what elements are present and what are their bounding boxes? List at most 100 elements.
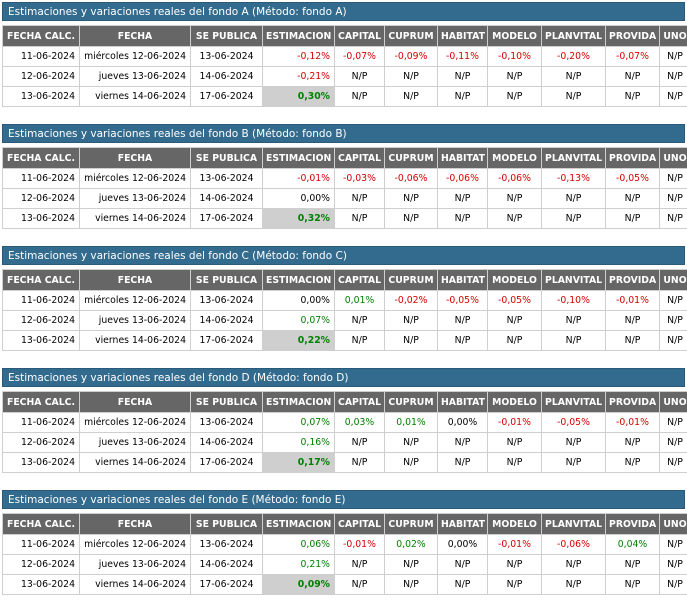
column-header: PLANVITAL xyxy=(541,147,606,169)
afp-value-cell: -0,05% xyxy=(541,412,606,433)
fecha-cell: miércoles 12-06-2024 xyxy=(79,168,191,189)
afp-value-cell: N/P xyxy=(659,208,687,229)
estimacion-cell: 0,09% xyxy=(262,574,335,595)
table-row: 11-06-2024 miércoles 12-06-2024 13-06-2024… xyxy=(2,46,687,67)
column-header: UNO xyxy=(659,25,687,47)
fecha-cell: miércoles 12-06-2024 xyxy=(79,290,191,311)
column-header: MODELO xyxy=(487,391,542,413)
fecha-cell: miércoles 12-06-2024 xyxy=(79,46,191,67)
se-publica-cell: 17-06-2024 xyxy=(190,208,263,229)
afp-value-cell: N/P xyxy=(605,330,660,351)
fecha-calc-cell: 12-06-2024 xyxy=(2,554,80,575)
column-header: PROVIDA xyxy=(605,513,660,535)
afp-value-cell: -0,01% xyxy=(605,412,660,433)
afp-value-cell: N/P xyxy=(437,208,488,229)
column-header: HABITAT xyxy=(437,269,488,291)
se-publica-cell: 14-06-2024 xyxy=(190,188,263,209)
column-header: CUPRUM xyxy=(384,269,438,291)
fund-block: Estimaciones y variaciones reales del fo… xyxy=(2,124,687,229)
fund-block: Estimaciones y variaciones reales del fo… xyxy=(2,246,687,351)
fund-table: FECHA CALC. FECHA SE PUBLICA ESTIMACION CAPI… xyxy=(2,269,687,351)
column-header: HABITAT xyxy=(437,25,488,47)
fecha-calc-cell: 11-06-2024 xyxy=(2,412,80,433)
estimacion-cell: -0,01% xyxy=(262,168,335,189)
se-publica-cell: 17-06-2024 xyxy=(190,452,263,473)
fecha-calc-cell: 13-06-2024 xyxy=(2,208,80,229)
se-publica-cell: 14-06-2024 xyxy=(190,554,263,575)
column-header: ESTIMACION xyxy=(262,25,335,47)
se-publica-cell: 13-06-2024 xyxy=(190,168,263,189)
column-header: CUPRUM xyxy=(384,391,438,413)
column-header: PROVIDA xyxy=(605,269,660,291)
afp-value-cell: -0,11% xyxy=(437,46,488,67)
column-header: FECHA CALC. xyxy=(2,147,80,169)
fecha-calc-cell: 12-06-2024 xyxy=(2,188,80,209)
estimacion-cell: 0,00% xyxy=(262,188,335,209)
afp-value-cell: N/P xyxy=(437,452,488,473)
fecha-cell: viernes 14-06-2024 xyxy=(79,208,191,229)
fecha-calc-cell: 11-06-2024 xyxy=(2,534,80,555)
afp-value-cell: -0,06% xyxy=(437,168,488,189)
table-row: 11-06-2024 miércoles 12-06-2024 13-06-2024… xyxy=(2,534,687,555)
afp-value-cell: N/P xyxy=(437,574,488,595)
afp-value-cell: N/P xyxy=(659,168,687,189)
fund-title: Estimaciones y variaciones reales del fo… xyxy=(2,124,685,143)
fund-block: Estimaciones y variaciones reales del fo… xyxy=(2,2,687,107)
column-header: MODELO xyxy=(487,25,542,47)
fecha-calc-cell: 13-06-2024 xyxy=(2,86,80,107)
afp-value-cell: N/P xyxy=(541,574,606,595)
afp-value-cell: -0,20% xyxy=(541,46,606,67)
column-header: HABITAT xyxy=(437,147,488,169)
column-header: ESTIMACION xyxy=(262,391,335,413)
estimacion-cell: 0,06% xyxy=(262,534,335,555)
afp-value-cell: -0,06% xyxy=(487,168,542,189)
afp-value-cell: N/P xyxy=(384,86,438,107)
se-publica-cell: 14-06-2024 xyxy=(190,310,263,331)
afp-value-cell: N/P xyxy=(541,188,606,209)
table-row: 13-06-2024 viernes 14-06-2024 17-06-2024 0,… xyxy=(2,86,687,107)
column-header: UNO xyxy=(659,269,687,291)
column-header: FECHA CALC. xyxy=(2,391,80,413)
fecha-calc-cell: 12-06-2024 xyxy=(2,66,80,87)
column-header: CAPITAL xyxy=(334,513,385,535)
estimacion-cell: 0,16% xyxy=(262,432,335,453)
afp-value-cell: -0,01% xyxy=(334,534,385,555)
afp-value-cell: N/P xyxy=(334,574,385,595)
fecha-cell: viernes 14-06-2024 xyxy=(79,452,191,473)
estimacion-cell: 0,00% xyxy=(262,290,335,311)
estimacion-cell: 0,07% xyxy=(262,412,335,433)
fecha-cell: viernes 14-06-2024 xyxy=(79,86,191,107)
afp-value-cell: N/P xyxy=(659,290,687,311)
se-publica-cell: 17-06-2024 xyxy=(190,86,263,107)
afp-value-cell: N/P xyxy=(334,310,385,331)
table-row: 11-06-2024 miércoles 12-06-2024 13-06-2024… xyxy=(2,412,687,433)
fecha-cell: jueves 13-06-2024 xyxy=(79,188,191,209)
afp-value-cell: N/P xyxy=(384,330,438,351)
afp-value-cell: N/P xyxy=(659,574,687,595)
fund-table: FECHA CALC. FECHA SE PUBLICA ESTIMACION CAPI… xyxy=(2,147,687,229)
fecha-calc-cell: 12-06-2024 xyxy=(2,432,80,453)
afp-value-cell: N/P xyxy=(605,66,660,87)
column-header: CAPITAL xyxy=(334,391,385,413)
column-header: SE PUBLICA xyxy=(190,269,263,291)
afp-value-cell: N/P xyxy=(487,86,542,107)
table-row: 12-06-2024 jueves 13-06-2024 14-06-2024 0,1… xyxy=(2,432,687,453)
afp-value-cell: N/P xyxy=(659,330,687,351)
estimacion-cell: -0,21% xyxy=(262,66,335,87)
column-header: ESTIMACION xyxy=(262,513,335,535)
fecha-cell: jueves 13-06-2024 xyxy=(79,66,191,87)
afp-value-cell: N/P xyxy=(605,574,660,595)
afp-value-cell: N/P xyxy=(487,188,542,209)
afp-value-cell: N/P xyxy=(384,574,438,595)
fund-table: FECHA CALC. FECHA SE PUBLICA ESTIMACION CAPI… xyxy=(2,513,687,595)
afp-value-cell: N/P xyxy=(384,208,438,229)
afp-value-cell: N/P xyxy=(437,86,488,107)
afp-value-cell: -0,05% xyxy=(487,290,542,311)
fund-title: Estimaciones y variaciones reales del fo… xyxy=(2,368,685,387)
estimacion-cell: 0,32% xyxy=(262,208,335,229)
afp-value-cell: N/P xyxy=(487,310,542,331)
afp-value-cell: N/P xyxy=(605,554,660,575)
table-row: 13-06-2024 viernes 14-06-2024 17-06-2024 0,… xyxy=(2,574,687,595)
afp-value-cell: N/P xyxy=(487,432,542,453)
afp-value-cell: N/P xyxy=(334,66,385,87)
